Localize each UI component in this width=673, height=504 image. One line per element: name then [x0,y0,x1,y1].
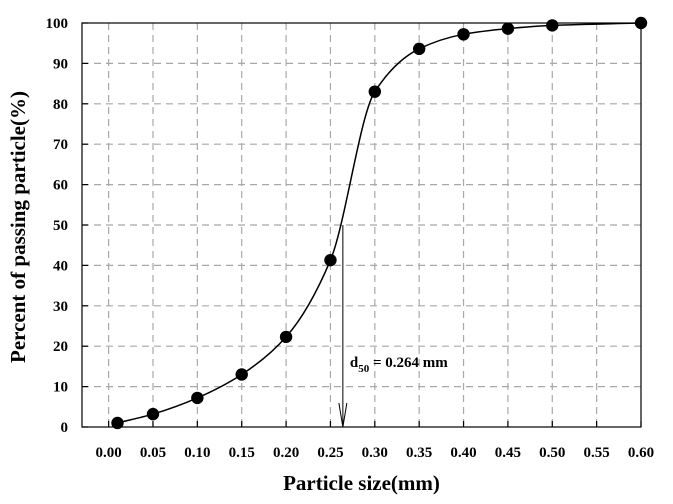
x-tick-label: 0.10 [184,445,210,461]
y-tick-label: 0 [61,420,69,436]
x-tick-label: 0.05 [140,445,166,461]
data-point [146,407,160,421]
data-point [457,28,470,41]
data-point [501,22,515,35]
x-tick-label: 0.15 [229,445,255,461]
x-tick-label: 0.00 [95,445,121,461]
x-axis-title: Particle size(mm) [283,471,440,495]
x-tick-labels: 0.00 0.05 0.10 0.15 0.20 0.25 0.30 0.35 0.40 0.45… [95,445,654,461]
y-tick-label: 100 [46,16,69,32]
x-tick-label: 0.20 [273,445,299,461]
x-tick-label: 0.55 [584,445,610,461]
grid-lines [82,23,641,427]
y-tick-label: 20 [53,339,68,355]
y-tick-label: 70 [53,137,68,153]
y-tick-label: 90 [53,56,68,72]
x-tick-label: 0.35 [406,445,432,461]
data-point [235,368,248,381]
axis-ticks [82,22,642,428]
d50-annotation: d50 = 0.264 mm [350,355,448,375]
annotation-layer: d50 = 0.264 mm [338,225,448,428]
x-tick-label: 0.40 [450,445,476,461]
y-axis-title: Percent of passing particle(%) [6,91,30,363]
x-tick-label: 0.30 [362,445,388,461]
y-tick-label: 40 [53,258,68,274]
data-point [191,391,204,405]
data-point [324,253,337,267]
d50-arrow-head [338,402,348,428]
y-tick-label: 80 [53,97,68,113]
y-tick-labels: 0 10 20 30 40 50 60 70 80 90 100 [46,16,69,436]
y-tick-label: 30 [53,299,68,315]
y-tick-label: 50 [53,218,68,234]
data-point [634,16,648,30]
y-tick-label: 60 [53,178,68,194]
data-point [368,85,382,98]
data-point [412,42,426,56]
data-point [279,330,293,344]
data-point [111,416,124,430]
x-tick-label: 0.45 [495,445,521,461]
data-point [546,19,559,32]
x-tick-label: 0.50 [539,445,565,461]
x-tick-label: 0.60 [628,445,654,461]
x-tick-label: 0.25 [317,445,343,461]
data-points [111,16,648,430]
y-tick-label: 10 [53,380,68,396]
